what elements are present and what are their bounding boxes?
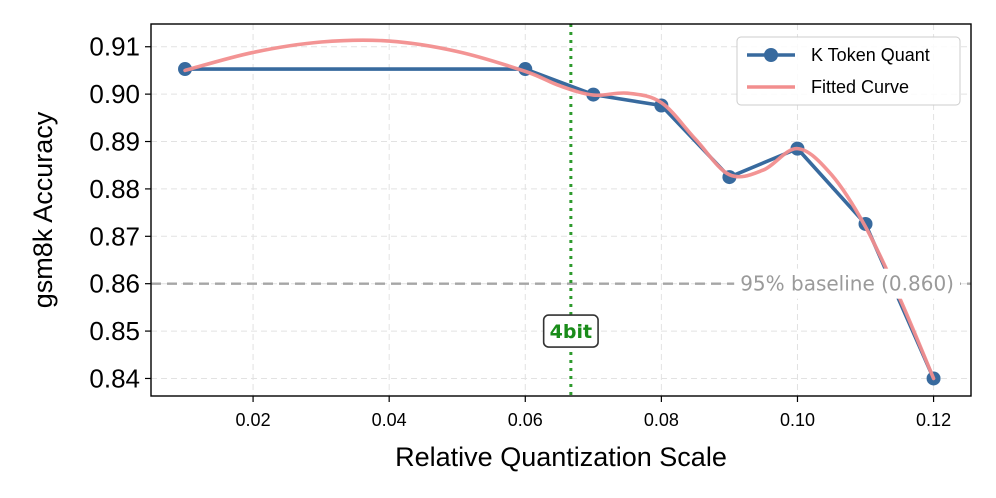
threshold-badge bbox=[542, 314, 599, 348]
annotations: 95% baseline (0.860) 4bit bbox=[542, 268, 960, 348]
y-tick-label: 0.86 bbox=[89, 269, 140, 299]
x-axis-label: Relative Quantization Scale bbox=[395, 442, 727, 472]
x-tick-label: 0.12 bbox=[916, 410, 951, 430]
fitted-curve-line bbox=[183, 38, 936, 381]
y-tick-label: 0.85 bbox=[89, 316, 140, 346]
legend-label: Fitted Curve bbox=[811, 77, 909, 97]
baseline-label-background bbox=[734, 268, 960, 299]
x-tick-label: 0.08 bbox=[644, 410, 679, 430]
legend: K Token Quant Fitted Curve bbox=[736, 36, 961, 106]
y-tick-label: 0.89 bbox=[89, 127, 140, 157]
x-tick-label: 0.10 bbox=[780, 410, 815, 430]
y-tick-label: 0.87 bbox=[89, 221, 140, 251]
baseline-label: 95% baseline (0.860) bbox=[740, 272, 954, 296]
y-tick-label: 0.91 bbox=[89, 32, 140, 62]
x-tick-label: 0.02 bbox=[236, 410, 271, 430]
legend-label: K Token Quant bbox=[811, 45, 930, 65]
reference-lines bbox=[151, 24, 971, 396]
threshold-label: 4bit bbox=[550, 321, 592, 343]
series bbox=[178, 38, 941, 386]
y-tick-label: 0.84 bbox=[89, 363, 140, 393]
y-tick-label: 0.88 bbox=[89, 174, 140, 204]
legend-k-token-quant-marker bbox=[764, 48, 778, 62]
plot-frame bbox=[150, 23, 972, 397]
x-tick-label: 0.06 bbox=[508, 410, 543, 430]
y-axis-label: gsm8k Accuracy bbox=[28, 111, 58, 308]
x-tick-label: 0.04 bbox=[372, 410, 407, 430]
axis-ticks: 0.02 0.04 0.06 0.08 0.10 0.12 0.84 0.85 0.86 0.87… bbox=[89, 32, 951, 430]
y-tick-label: 0.90 bbox=[89, 79, 140, 109]
